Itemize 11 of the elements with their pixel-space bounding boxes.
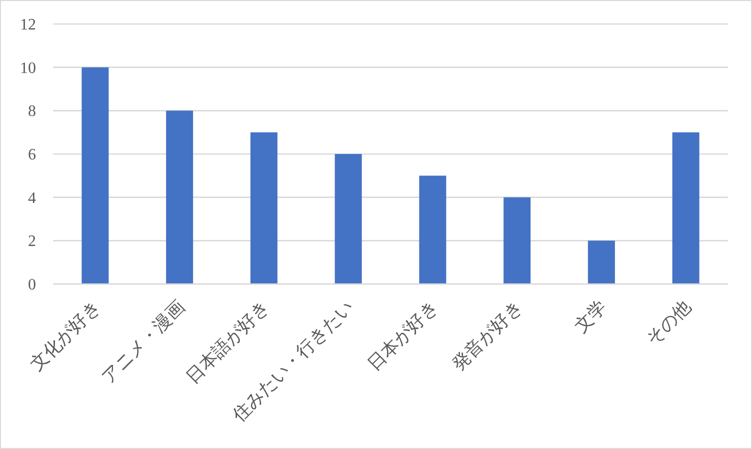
xtick-label: 文学 [570,296,610,336]
ytick-label: 10 [20,60,36,77]
ytick-label: 0 [28,276,36,294]
ytick-label: 4 [28,190,36,207]
ytick-label: 6 [28,146,36,164]
ytick-label: 8 [28,103,36,120]
xtick-label: その他 [642,296,695,349]
ytick-label: 12 [20,16,36,34]
xtick-label: 発音が好き [448,296,526,374]
ytick-label: 2 [28,233,36,250]
xtick-label: 日本が好き [364,296,442,374]
